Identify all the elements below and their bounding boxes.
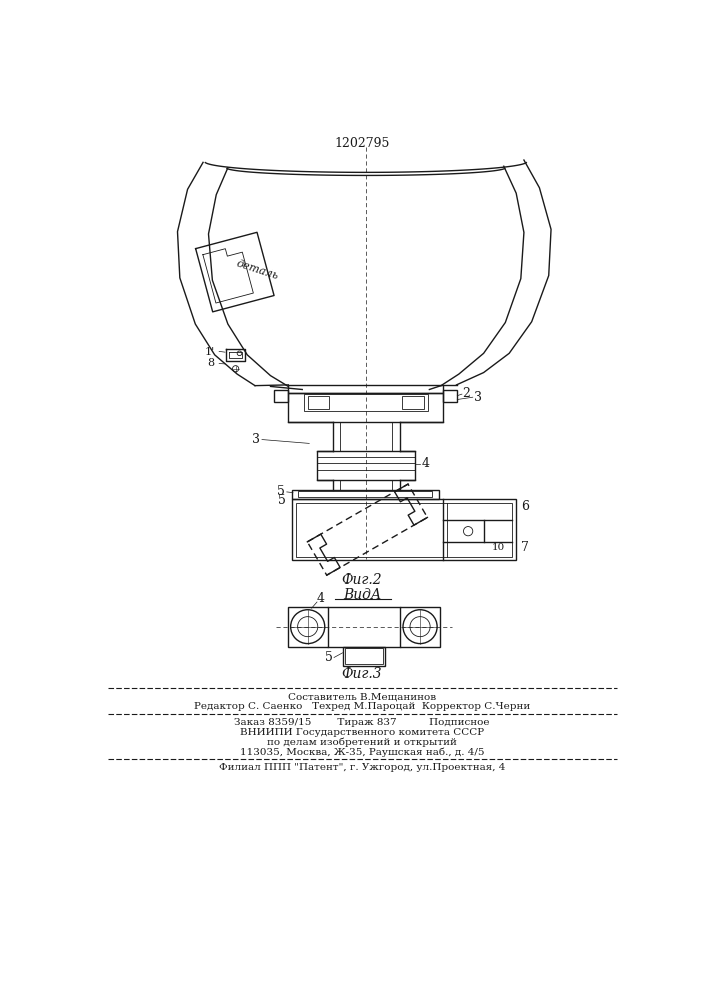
Bar: [296, 503, 513, 557]
Text: 4: 4: [421, 457, 430, 470]
Text: 3: 3: [252, 433, 260, 446]
Text: Редактор С. Саенко   Техред М.Пароцай  Корректор С.Черни: Редактор С. Саенко Техред М.Пароцай Корр…: [194, 702, 530, 711]
Text: 4: 4: [317, 592, 325, 605]
Text: Фиг.3: Фиг.3: [341, 667, 382, 681]
Text: Заказ 8359/15        Тираж 837          Подписное: Заказ 8359/15 Тираж 837 Подписное: [234, 718, 490, 727]
Bar: [317, 451, 416, 480]
Bar: [308, 396, 329, 409]
Text: 10: 10: [491, 543, 505, 552]
Text: ВидА: ВидА: [343, 588, 381, 602]
Text: 113035, Москва, Ж-35, Раушская наб., д. 4/5: 113035, Москва, Ж-35, Раушская наб., д. …: [240, 748, 484, 757]
Bar: [288, 385, 443, 393]
Text: Фиг.2: Фиг.2: [341, 573, 382, 587]
Text: 7: 7: [521, 541, 529, 554]
Bar: [343, 647, 385, 666]
Bar: [402, 396, 424, 409]
Text: 1202795: 1202795: [334, 137, 390, 150]
Text: Филиал ППП "Патент", г. Ужгород, ул.Проектная, 4: Филиал ППП "Патент", г. Ужгород, ул.Прое…: [218, 763, 505, 772]
Text: 6: 6: [521, 500, 529, 513]
Bar: [400, 607, 440, 647]
Text: 8: 8: [208, 358, 215, 368]
Text: 5: 5: [277, 485, 285, 498]
Bar: [298, 491, 433, 497]
Bar: [292, 499, 516, 560]
Text: по делам изобретений и открытий: по делам изобретений и открытий: [267, 738, 457, 747]
Text: 2: 2: [462, 387, 469, 400]
Text: деталь: деталь: [235, 259, 280, 282]
Text: ВНИИПИ Государственного комитета СССР: ВНИИПИ Государственного комитета СССР: [240, 728, 484, 737]
Text: 3: 3: [474, 391, 481, 404]
Bar: [304, 394, 428, 411]
Bar: [288, 607, 328, 647]
Bar: [345, 648, 383, 664]
Text: 1': 1': [204, 347, 215, 357]
Bar: [292, 490, 438, 499]
Text: 5: 5: [278, 494, 286, 507]
Bar: [288, 393, 443, 422]
Text: Составитель В.Мещанинов: Составитель В.Мещанинов: [288, 692, 436, 701]
Text: 5: 5: [325, 651, 333, 664]
Bar: [274, 389, 288, 402]
Bar: [443, 389, 457, 402]
